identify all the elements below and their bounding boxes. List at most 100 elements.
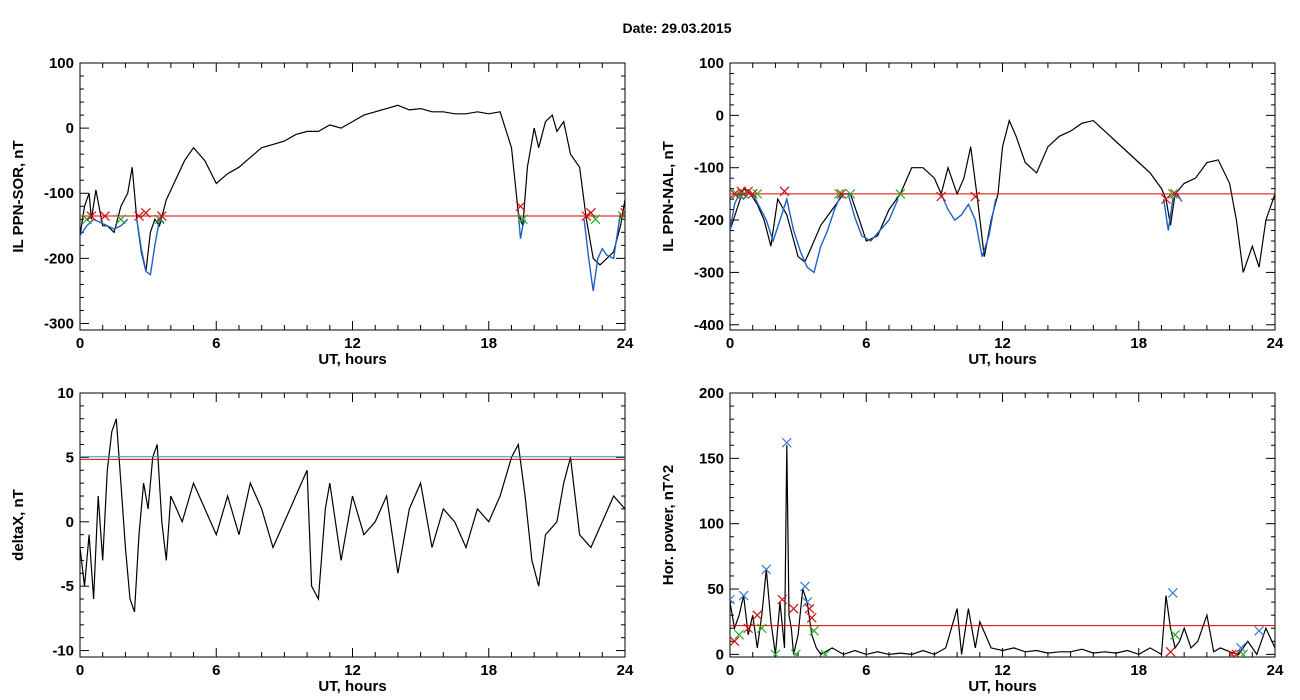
y-tick-label: 0	[716, 107, 724, 124]
green-marker	[115, 214, 126, 225]
blue-marker-stroke	[761, 564, 772, 575]
y-tick-label: 5	[66, 449, 74, 466]
red-marker-stroke	[806, 612, 817, 623]
event-segment-line	[583, 212, 622, 291]
x-tick-label: 0	[76, 335, 84, 352]
plot-area	[80, 418, 625, 613]
x-tick-label: 18	[480, 662, 497, 679]
x-tick-label: 18	[480, 335, 497, 352]
plot-frame	[79, 62, 626, 331]
red-marker	[747, 188, 758, 199]
y-axis-label: Hor. power, nT^2	[660, 465, 677, 585]
chart-panel-tr: 0 6 12 18 24 100 0 -100 -200 -300 -400 UT, hours IL …	[660, 55, 1284, 368]
series-line	[730, 445, 1275, 656]
blue-marker-stroke	[730, 598, 735, 605]
y-tick-label: 200	[699, 385, 724, 402]
y-tick-label: -300	[694, 264, 724, 281]
x-tick-label: 24	[617, 662, 634, 679]
event-segment-line	[136, 218, 165, 276]
green-marker	[820, 649, 831, 657]
blue-marker-stroke	[781, 437, 792, 448]
red-marker-stroke	[581, 211, 592, 221]
red-marker-stroke	[620, 211, 625, 218]
green-marker-stroke	[1170, 629, 1181, 640]
red-marker-stroke	[730, 188, 740, 199]
green-marker-stroke	[734, 629, 745, 640]
red-marker-stroke	[134, 211, 144, 221]
green-marker	[617, 211, 625, 221]
green-marker-stroke	[834, 188, 844, 199]
green-marker-stroke	[895, 188, 906, 199]
red-marker-stroke	[970, 191, 981, 202]
y-tick-label: 0	[716, 646, 724, 663]
y-tick-label: 100	[699, 55, 724, 72]
red-marker-stroke	[100, 211, 110, 221]
red-marker	[836, 188, 847, 199]
plot-area	[80, 104, 625, 291]
red-marker-stroke	[1161, 194, 1171, 205]
y-tick-label: 10	[57, 385, 74, 402]
red-marker-stroke	[1232, 649, 1242, 657]
x-axis-label: UT, hours	[318, 351, 386, 368]
x-tick-label: 24	[617, 335, 634, 352]
event-segment-line	[940, 193, 997, 257]
red-marker-stroke	[620, 207, 625, 214]
green-marker-stroke	[517, 214, 528, 225]
blue-marker-stroke	[1236, 642, 1246, 653]
blue-marker	[730, 594, 735, 605]
green-marker-stroke	[590, 214, 601, 225]
green-marker-stroke	[845, 188, 856, 199]
green-marker	[895, 188, 906, 199]
green-marker-stroke	[1167, 188, 1178, 199]
blue-marker-stroke	[1167, 588, 1178, 598]
green-marker	[734, 629, 745, 640]
red-marker-stroke	[804, 603, 815, 614]
green-marker-stroke	[752, 188, 763, 199]
y-tick-label: -5	[61, 578, 74, 595]
x-tick-label: 12	[994, 662, 1011, 679]
blue-marker	[1236, 642, 1246, 653]
x-tick-label: 12	[344, 335, 361, 352]
blue-marker	[738, 590, 749, 601]
x-axis-label: UT, hours	[968, 351, 1036, 368]
red-marker	[156, 211, 167, 221]
y-tick-label: 0	[66, 120, 74, 137]
green-marker	[1170, 629, 1181, 640]
green-marker	[517, 214, 528, 225]
red-marker	[730, 188, 740, 199]
red-marker-stroke	[836, 188, 847, 199]
green-marker	[590, 214, 601, 225]
red-marker-stroke	[747, 188, 758, 199]
green-marker-stroke	[115, 214, 126, 225]
green-marker	[790, 649, 801, 657]
x-tick-label: 18	[1130, 662, 1147, 679]
y-tick-label: -300	[44, 315, 74, 332]
red-marker	[743, 186, 754, 197]
red-marker	[1226, 649, 1237, 657]
x-tick-label: 0	[726, 662, 734, 679]
green-marker	[756, 623, 767, 634]
red-marker	[806, 612, 817, 623]
x-tick-label: 0	[76, 662, 84, 679]
y-tick-label: 100	[49, 55, 74, 72]
red-marker	[134, 211, 144, 221]
red-marker-stroke	[515, 201, 526, 212]
red-marker	[140, 207, 151, 218]
blue-marker	[1254, 625, 1265, 636]
y-tick-label: -200	[694, 212, 724, 229]
red-marker	[1231, 649, 1242, 657]
green-marker	[809, 625, 819, 636]
red-marker-stroke	[777, 594, 788, 605]
x-tick-label: 0	[726, 335, 734, 352]
red-marker	[804, 603, 815, 614]
y-tick-label: -200	[44, 250, 74, 267]
y-tick-label: 0	[66, 514, 74, 531]
y-tick-label: -400	[694, 317, 724, 334]
red-marker	[86, 211, 97, 221]
red-marker-stroke	[140, 207, 151, 218]
green-marker	[845, 188, 856, 199]
red-marker-stroke	[86, 211, 97, 221]
red-marker-stroke	[1165, 646, 1176, 657]
chart-panel-tl: 0 6 12 18 24 100 0 -100 -200 -300 UT, hours IL PPN-…	[10, 55, 634, 368]
